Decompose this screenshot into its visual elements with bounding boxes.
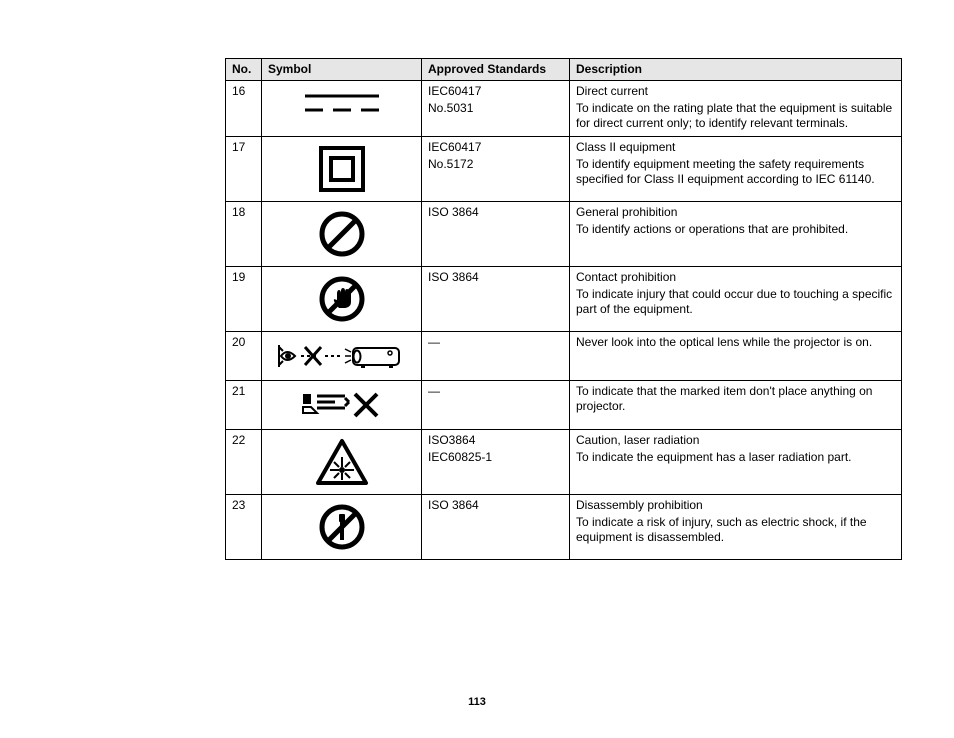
approved-standards: —	[422, 381, 570, 430]
description: Disassembly prohibition To indicate a ris…	[570, 495, 902, 560]
table-row: 19 ISO 3864 Contact prohibition To indicate…	[226, 267, 902, 332]
approved-standards: IEC60417 No.5031	[422, 81, 570, 137]
row-number: 21	[226, 381, 262, 430]
description: Caution, laser radiation To indicate the …	[570, 430, 902, 495]
document-page: No. Symbol Approved Standards Descriptio…	[0, 0, 954, 738]
description-line: To indicate on the rating plate that the…	[576, 101, 895, 131]
page-number: 113	[0, 696, 954, 708]
standard-line: ISO 3864	[428, 205, 563, 220]
row-number: 17	[226, 137, 262, 202]
symbol-standards-table: No. Symbol Approved Standards Descriptio…	[225, 58, 902, 560]
row-number: 22	[226, 430, 262, 495]
description-line: To indicate the equipment has a laser ra…	[576, 450, 895, 465]
description-line: Class II equipment	[576, 140, 895, 155]
class-ii-icon	[262, 137, 422, 202]
standard-line: ISO 3864	[428, 270, 563, 285]
approved-standards: IEC60417 No.5172	[422, 137, 570, 202]
table-row: 17 IEC60417 No.5172 Class II equipment To id…	[226, 137, 902, 202]
row-number: 23	[226, 495, 262, 560]
description: Direct current To indicate on the rating …	[570, 81, 902, 137]
table-header-row: No. Symbol Approved Standards Descriptio…	[226, 59, 902, 81]
standard-line: IEC60417	[428, 140, 563, 155]
standard-line: IEC60417	[428, 84, 563, 99]
row-number: 16	[226, 81, 262, 137]
table-row: 20 — Never look into the optical lens whil…	[226, 332, 902, 381]
standard-line: ISO3864	[428, 433, 563, 448]
description-line: Contact prohibition	[576, 270, 895, 285]
standard-line: No.5031	[428, 101, 563, 116]
general-prohibition-icon	[262, 202, 422, 267]
standard-line: IEC60825-1	[428, 450, 563, 465]
description: Never look into the optical lens while t…	[570, 332, 902, 381]
table-row: 22 ISO3864 IEC60825-1 Caution, laser radiat…	[226, 430, 902, 495]
description-line: Never look into the optical lens while t…	[576, 335, 895, 350]
table-row: 21 — To indicate that the marked item don'…	[226, 381, 902, 430]
disassembly-prohibition-icon	[262, 495, 422, 560]
table-row: 18 ISO 3864 General prohibition To identify…	[226, 202, 902, 267]
standard-line: ISO 3864	[428, 498, 563, 513]
col-header-no: No.	[226, 59, 262, 81]
description-line: Caution, laser radiation	[576, 433, 895, 448]
direct-current-icon	[262, 81, 422, 137]
description-line: General prohibition	[576, 205, 895, 220]
description-line: To identify equipment meeting the safety…	[576, 157, 895, 187]
description: Contact prohibition To indicate injury th…	[570, 267, 902, 332]
approved-standards: ISO 3864	[422, 202, 570, 267]
approved-standards: —	[422, 332, 570, 381]
standard-line: —	[428, 384, 563, 399]
col-header-symbol: Symbol	[262, 59, 422, 81]
do-not-place-on-projector-icon	[262, 381, 422, 430]
description-line: To indicate a risk of injury, such as el…	[576, 515, 895, 545]
row-number: 18	[226, 202, 262, 267]
description-line: To identify actions or operations that a…	[576, 222, 895, 237]
description-line: Direct current	[576, 84, 895, 99]
laser-radiation-icon	[262, 430, 422, 495]
approved-standards: ISO 3864	[422, 495, 570, 560]
col-header-standards: Approved Standards	[422, 59, 570, 81]
description: Class II equipment To identify equipment …	[570, 137, 902, 202]
col-header-description: Description	[570, 59, 902, 81]
description-line: To indicate injury that could occur due …	[576, 287, 895, 317]
description-line: Disassembly prohibition	[576, 498, 895, 513]
do-not-look-lens-icon	[262, 332, 422, 381]
standard-line: —	[428, 335, 563, 350]
description: To indicate that the marked item don't p…	[570, 381, 902, 430]
contact-prohibition-icon	[262, 267, 422, 332]
approved-standards: ISO 3864	[422, 267, 570, 332]
row-number: 20	[226, 332, 262, 381]
table-row: 23 ISO 3864 Disassembly prohibition To indi…	[226, 495, 902, 560]
approved-standards: ISO3864 IEC60825-1	[422, 430, 570, 495]
description: General prohibition To identify actions o…	[570, 202, 902, 267]
standard-line: No.5172	[428, 157, 563, 172]
description-line: To indicate that the marked item don't p…	[576, 384, 895, 414]
row-number: 19	[226, 267, 262, 332]
table-row: 16 IEC60417 No.5031 Direct current To indica…	[226, 81, 902, 137]
